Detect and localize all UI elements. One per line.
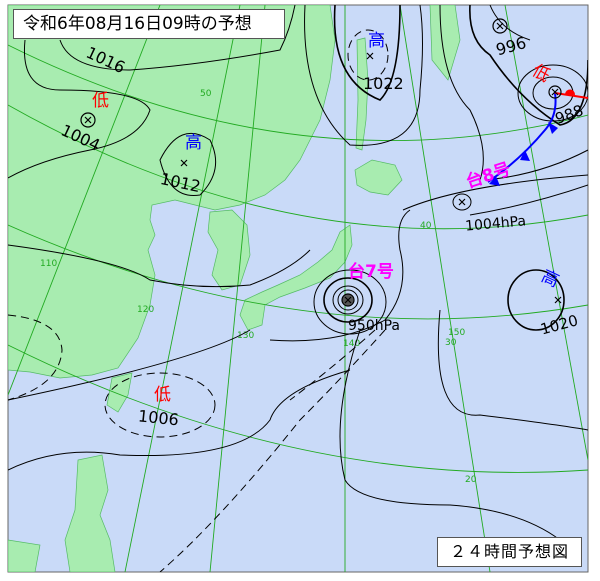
grid-labels: 50 40 30 20 110 120 130 140 150: [40, 89, 477, 485]
kamchatka: [429, 5, 461, 81]
asian-continent: [8, 5, 336, 379]
high-symbol: 高: [538, 266, 562, 291]
pressure-value: 1004hPa: [465, 213, 527, 234]
lon-label: 150: [448, 328, 465, 338]
lon-label: 130: [237, 331, 254, 341]
sakhalin: [355, 37, 369, 151]
center-marks: [80, 18, 562, 307]
high-symbol: 高: [368, 31, 385, 51]
low-symbol: 低: [154, 385, 171, 405]
pressure-value: 1022: [363, 74, 404, 93]
low-symbol: 低: [92, 91, 109, 111]
philippines: [64, 454, 116, 572]
cold-front: [487, 92, 557, 183]
hokkaido: [354, 159, 403, 196]
lat-label: 50: [200, 89, 212, 99]
taiwan: [106, 372, 133, 413]
lat-label: 30: [445, 338, 457, 348]
lat-label: 20: [465, 475, 477, 485]
lon-label: 110: [40, 259, 57, 269]
high-symbol: 高: [185, 133, 202, 153]
lat-label: 40: [420, 221, 432, 231]
pressure-value: 1006: [137, 406, 179, 429]
japan-honshu-kyushu: [239, 224, 353, 331]
land: [8, 5, 461, 572]
lon-label: 140: [343, 339, 360, 349]
pressure-value: 950hPa: [348, 318, 400, 334]
dashed-isobars: [8, 29, 389, 572]
forecast-time-title: 令和6年08月16日09時の予想: [13, 9, 285, 39]
indochina: [8, 539, 41, 572]
forecast-type-label: ２４時間予想図: [437, 537, 582, 567]
isobars: [8, 5, 588, 541]
typhoon-label: 台7号: [348, 261, 394, 282]
lon-label: 120: [137, 305, 154, 315]
